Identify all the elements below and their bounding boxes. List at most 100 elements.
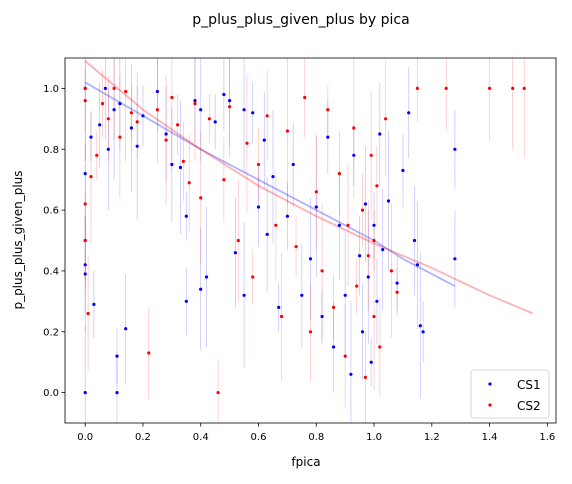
y-axis-ticks: 0.0 0.2 0.4 0.6 0.8 1.0 — [43, 84, 65, 399]
scatter-point-cs1 — [277, 305, 281, 309]
scatter-point-cs1 — [184, 214, 188, 218]
scatter-point-cs1 — [453, 147, 457, 151]
scatter-point-cs1 — [300, 293, 304, 297]
scatter-point-cs1 — [337, 223, 341, 227]
x-tick-label: 1.4 — [482, 432, 498, 443]
scatter-point-cs2 — [228, 105, 232, 109]
scatter-point-cs2 — [343, 354, 347, 358]
scatter-point-cs1 — [349, 372, 353, 376]
scatter-point-cs1 — [378, 132, 382, 136]
y-tick-label: 0.4 — [43, 266, 59, 277]
scatter-point-cs2 — [337, 172, 341, 176]
scatter-point-cs2 — [83, 202, 87, 206]
scatter-point-cs2 — [308, 330, 313, 334]
scatter-point-cs1 — [89, 135, 93, 139]
scatter-point-cs1 — [401, 168, 405, 173]
scatter-point-cs1 — [395, 281, 399, 285]
scatter-point-cs2 — [170, 95, 174, 100]
scatter-point-cs1 — [372, 223, 376, 227]
scatter-point-cs1 — [332, 345, 336, 349]
plot-frame — [64, 57, 557, 424]
scatter-point-cs2 — [187, 181, 191, 185]
scatter-point-cs2 — [106, 117, 110, 121]
scatter-point-cs2 — [395, 290, 399, 294]
scatter-point-cs1 — [98, 123, 102, 127]
scatter-point-cs2 — [118, 135, 122, 139]
scatter-point-cs1 — [352, 153, 356, 157]
data-layer — [83, 58, 534, 423]
scatter-point-cs2 — [363, 375, 367, 379]
scatter-point-cs1 — [124, 327, 128, 331]
scatter-point-cs1 — [381, 248, 385, 252]
scatter-point-cs2 — [164, 138, 168, 142]
scatter-point-cs1 — [83, 263, 87, 267]
scatter-point-cs1 — [418, 324, 422, 328]
scatter-point-cs1 — [199, 287, 203, 291]
scatter-point-cs1 — [115, 354, 119, 358]
scatter-point-cs1 — [199, 108, 203, 112]
scatter-point-cs1 — [415, 263, 419, 267]
scatter-point-cs1 — [135, 144, 139, 148]
scatter-point-cs2 — [83, 86, 87, 90]
scatter-point-cs2 — [378, 345, 382, 349]
scatter-point-cs1 — [106, 147, 110, 151]
scatter-point-cs2 — [129, 111, 133, 115]
legend-marker-cs2 — [488, 403, 492, 407]
scatter-point-cs1 — [178, 165, 183, 170]
scatter-point-cs1 — [242, 108, 246, 112]
scatter-point-cs2 — [155, 108, 159, 112]
scatter-point-cs2 — [320, 269, 324, 273]
scatter-point-cs2 — [285, 129, 289, 133]
scatter-point-cs2 — [369, 153, 373, 157]
x-tick-label: 0.4 — [193, 432, 209, 443]
scatter-point-cs2 — [216, 391, 220, 395]
scatter-point-cs2 — [89, 175, 93, 179]
scatter-point-cs2 — [314, 190, 318, 194]
scatter-point-cs1 — [308, 257, 313, 261]
scatter-point-cs2 — [135, 120, 139, 124]
scatter-point-cs2 — [181, 159, 185, 163]
chart-title: p_plus_plus_given_plus by pica — [192, 12, 409, 28]
scatter-point-cs1 — [115, 391, 119, 395]
scatter-point-cs1 — [118, 102, 122, 106]
x-axis-ticks: 0.0 0.2 0.4 0.6 0.8 1.0 1.2 1.4 1.6 — [77, 423, 555, 443]
scatter-point-cs2 — [86, 311, 90, 316]
scatter-point-cs2 — [147, 351, 151, 355]
scatter-point-cs2 — [207, 117, 211, 121]
trend-line-cs1 — [84, 81, 456, 287]
scatter-point-cs1 — [386, 199, 391, 203]
scatter-point-cs1 — [369, 360, 373, 364]
scatter-point-cs2 — [199, 196, 203, 200]
scatter-point-cs1 — [265, 232, 269, 236]
scatter-point-cs2 — [326, 108, 330, 112]
scatter-point-cs1 — [366, 275, 370, 279]
scatter-point-cs2 — [280, 314, 284, 319]
scatter-point-cs1 — [375, 299, 379, 303]
scatter-point-cs1 — [213, 120, 217, 124]
scatter-point-cs1 — [155, 89, 159, 94]
scatter-point-cs1 — [271, 175, 275, 179]
scatter-point-cs2 — [256, 162, 261, 167]
scatter-point-cs1 — [453, 257, 457, 261]
scatter-point-cs2 — [274, 223, 278, 227]
scatter-point-cs1 — [251, 111, 255, 115]
scatter-point-cs1 — [262, 138, 266, 142]
scatter-point-cs1 — [141, 114, 145, 118]
scatter-point-cs2 — [444, 86, 448, 90]
scatter-point-cs2 — [384, 117, 388, 121]
x-tick-label: 1.6 — [539, 432, 555, 443]
x-tick-label: 0.8 — [308, 432, 324, 443]
scatter-point-cs1 — [314, 205, 318, 209]
scatter-point-cs2 — [488, 86, 492, 90]
legend: CS1 CS2 — [470, 369, 550, 419]
scatter-point-cs1 — [129, 126, 133, 130]
y-tick-label: 1.0 — [43, 84, 59, 95]
scatter-point-cs1 — [83, 272, 87, 276]
x-axis-label: fpica — [291, 455, 320, 469]
legend-label-cs2: CS2 — [517, 399, 541, 413]
x-tick-label: 0.0 — [77, 432, 93, 443]
x-tick-label: 1.0 — [366, 432, 382, 443]
scatter-point-cs2 — [222, 178, 226, 182]
scatter-point-cs2 — [375, 184, 379, 188]
